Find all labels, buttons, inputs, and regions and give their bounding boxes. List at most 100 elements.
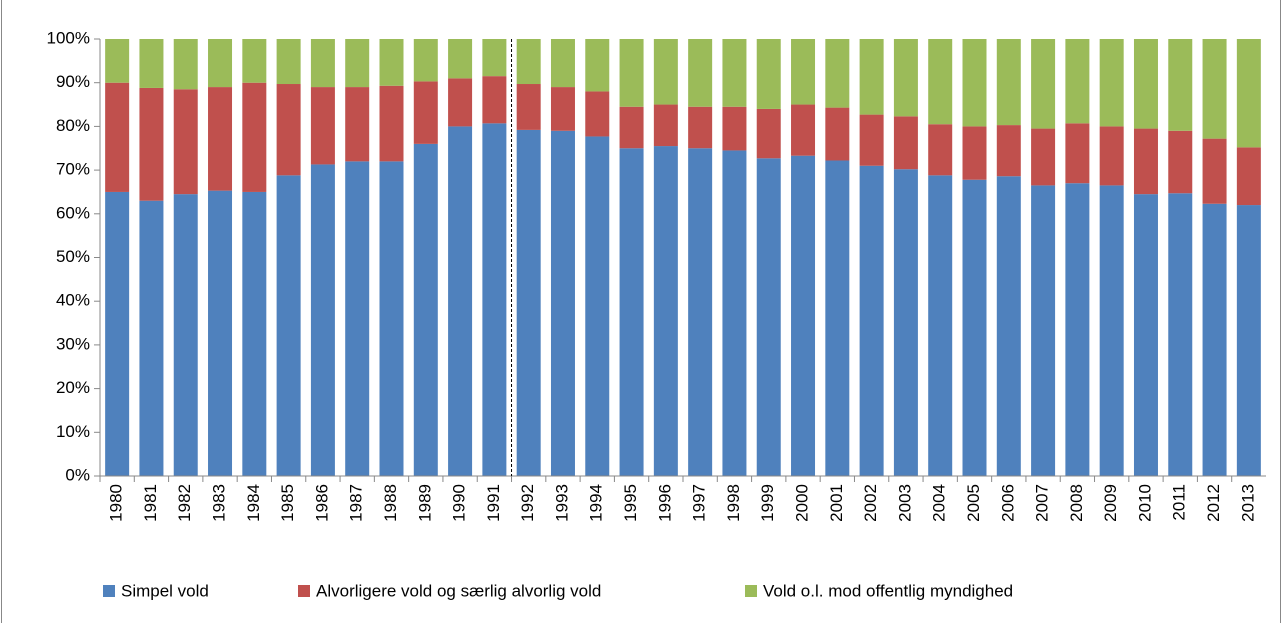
x-tick-label: 1999 — [758, 484, 777, 522]
bar-segment — [345, 161, 370, 477]
bar-segment — [1202, 203, 1227, 476]
x-tick-label: 1990 — [450, 484, 469, 522]
bar-segment — [619, 148, 644, 476]
bar-segment — [996, 125, 1021, 177]
bar-segment — [859, 39, 884, 115]
x-tick-label: 2009 — [1101, 484, 1120, 522]
bar-segment — [550, 87, 575, 131]
x-tick-label: 1992 — [518, 484, 537, 522]
x-tick-label: 2006 — [998, 484, 1017, 522]
x-tick-label: 1981 — [141, 484, 160, 522]
bar-segment — [1133, 194, 1158, 476]
bar-segment — [1168, 39, 1193, 131]
bar-segment — [516, 39, 541, 85]
bar-segment — [208, 87, 233, 191]
x-tick-label: 1997 — [690, 484, 709, 522]
x-tick-label: 2001 — [827, 484, 846, 522]
bar-segment — [825, 107, 850, 161]
bar-segment — [276, 175, 301, 476]
y-tick-label: 50% — [56, 247, 90, 266]
bar-segment — [208, 39, 233, 88]
bar-segment — [310, 39, 335, 88]
bar-segment — [1168, 193, 1193, 477]
bar-segment — [1236, 147, 1261, 206]
x-tick-label: 1982 — [175, 484, 194, 522]
y-tick-label: 10% — [56, 422, 90, 441]
y-tick-label: 60% — [56, 203, 90, 222]
legend-swatch — [103, 585, 115, 597]
x-tick-label: 1994 — [587, 484, 606, 522]
bar-segment — [413, 143, 438, 476]
x-tick-label: 1980 — [107, 484, 126, 522]
bar-segment — [139, 39, 164, 88]
bar-segment — [722, 39, 747, 107]
bar-segment — [139, 200, 164, 476]
bar-segment — [996, 39, 1021, 126]
x-tick-label: 2011 — [1170, 484, 1189, 521]
bar-segment — [1236, 205, 1261, 476]
bar-segment — [379, 85, 404, 162]
bar-segment — [859, 114, 884, 166]
x-tick-label: 2010 — [1135, 484, 1154, 522]
bar-segment — [688, 39, 713, 107]
x-tick-label: 1995 — [621, 484, 640, 522]
y-tick-label: 100% — [47, 28, 90, 47]
y-tick-label: 90% — [56, 72, 90, 91]
bar-segment — [379, 161, 404, 477]
x-tick-label: 2012 — [1204, 484, 1223, 522]
bar-segment — [139, 87, 164, 201]
bar-segment — [1065, 123, 1090, 184]
bar-segment — [345, 87, 370, 162]
bar-segment — [105, 39, 130, 83]
bar-segment — [1202, 39, 1227, 139]
bar-segment — [585, 39, 610, 92]
bar-segment — [893, 39, 918, 117]
bar-segment — [722, 150, 747, 476]
bar-segment — [1202, 138, 1227, 204]
bar-segment — [242, 191, 267, 476]
bar-segment — [928, 39, 953, 125]
bar-segment — [345, 39, 370, 88]
x-tick-label: 1993 — [552, 484, 571, 522]
bar-segment — [722, 106, 747, 151]
bar-segment — [1133, 39, 1158, 129]
x-tick-label: 2000 — [793, 484, 812, 522]
bar-segment — [1065, 183, 1090, 476]
bar-segment — [893, 169, 918, 476]
y-tick-label: 70% — [56, 160, 90, 179]
bar-segment — [310, 87, 335, 165]
bar-segment — [688, 106, 713, 149]
bar-segment — [516, 129, 541, 476]
bar-segment — [653, 104, 678, 147]
bar-segment — [1031, 185, 1056, 476]
bar-segment — [516, 84, 541, 130]
bar-segment — [756, 39, 781, 109]
bar-segment — [653, 146, 678, 476]
bar-segment — [173, 89, 198, 195]
bar-segment — [1168, 130, 1193, 194]
x-tick-label: 1984 — [244, 484, 263, 522]
bar-segment — [585, 136, 610, 477]
bar-segment — [482, 39, 507, 77]
bar-segment — [756, 158, 781, 476]
bar-segment — [105, 82, 130, 192]
bar-segment — [276, 39, 301, 85]
x-tick-label: 1985 — [278, 484, 297, 522]
bar-segment — [276, 84, 301, 176]
bar-segment — [310, 164, 335, 476]
bar-segment — [962, 39, 987, 127]
x-tick-label: 2003 — [895, 484, 914, 522]
x-tick-label: 1996 — [655, 484, 674, 522]
legend-label: Simpel vold — [121, 581, 209, 600]
bar-segment — [482, 76, 507, 124]
y-tick-label: 80% — [56, 116, 90, 135]
bar-segment — [996, 176, 1021, 476]
bar-segment — [413, 81, 438, 144]
x-tick-label: 2007 — [1033, 484, 1052, 522]
bar-segment — [379, 39, 404, 86]
bar-segment — [448, 39, 473, 79]
bar-segment — [791, 104, 816, 156]
